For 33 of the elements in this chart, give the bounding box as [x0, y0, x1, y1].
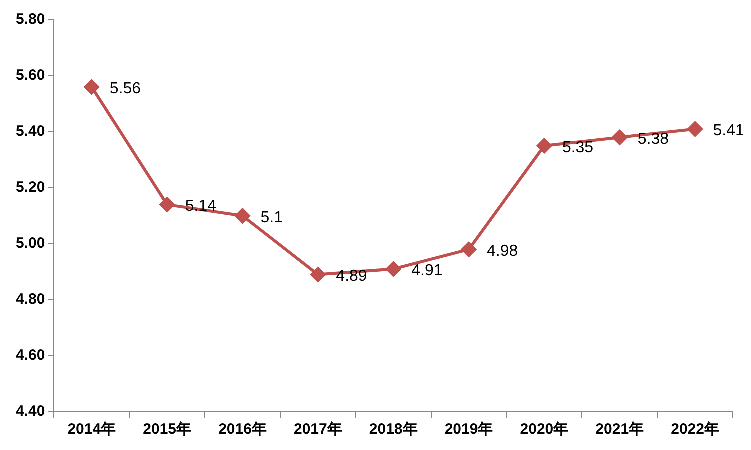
y-tick-label: 5.20 [16, 179, 46, 196]
point [688, 122, 703, 137]
point [462, 242, 477, 258]
y-tick-label: 5.60 [16, 67, 46, 84]
data-label: 4.98 [487, 243, 518, 260]
point [612, 130, 628, 146]
y-tick-label: 5.80 [16, 11, 46, 28]
x-tick-label: 2022年 [671, 421, 720, 438]
point [386, 262, 402, 277]
data-label: 5.38 [638, 131, 670, 148]
y-tick-label: 5.40 [16, 123, 46, 140]
point [310, 267, 326, 282]
y-tick-label: 4.40 [16, 403, 46, 420]
y-tick-label: 4.60 [16, 347, 46, 364]
x-tick-label: 2020年 [520, 421, 569, 438]
data-label: 5.56 [110, 80, 142, 98]
x-tick-label: 2017年 [294, 421, 342, 438]
data-label: 5.35 [562, 139, 594, 156]
point [235, 208, 250, 224]
point [160, 197, 175, 212]
data-label: 4.89 [336, 268, 368, 286]
point [536, 138, 552, 154]
point [84, 80, 100, 95]
y-tick-label: 4.80 [16, 291, 46, 308]
x-tick-label: 2014年 [68, 421, 116, 438]
x-tick-label: 2019年 [444, 421, 494, 438]
y-tick-label: 5.00 [16, 235, 46, 252]
x-tick-label: 2018年 [369, 421, 418, 438]
x-tick-label: 2016年 [218, 421, 267, 438]
x-tick-label: 2021年 [596, 421, 644, 438]
data-label: 4.91 [412, 262, 443, 280]
data-label: 5.1 [260, 209, 284, 226]
x-tick-label: 2015年 [143, 421, 192, 438]
